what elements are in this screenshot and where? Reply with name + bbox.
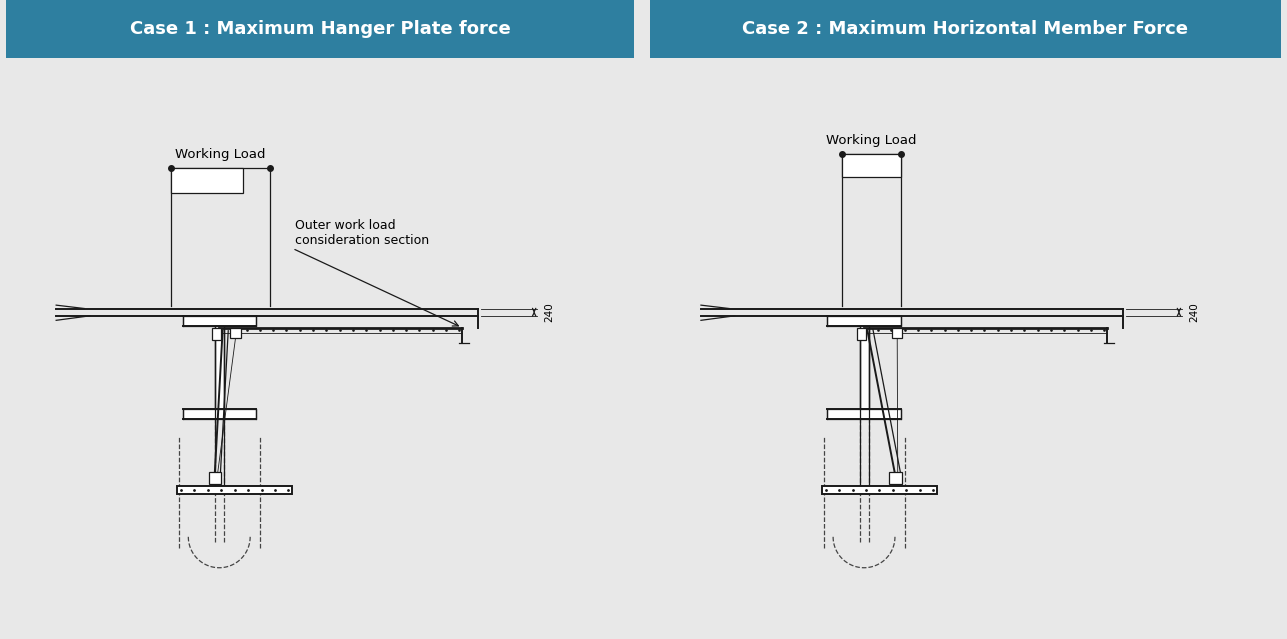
Bar	[860, 326, 869, 408]
Text: Concrete: Concrete	[178, 174, 237, 187]
Bar	[828, 316, 901, 326]
Bar	[892, 328, 902, 338]
Bar	[183, 316, 256, 326]
Text: 240: 240	[1189, 302, 1199, 322]
Bar	[171, 168, 243, 193]
Bar	[828, 408, 901, 419]
Bar	[857, 328, 866, 340]
Text: Working Load: Working Load	[826, 134, 916, 147]
Bar	[230, 328, 241, 338]
Bar	[208, 472, 221, 484]
Bar	[889, 472, 902, 484]
Bar	[822, 486, 937, 493]
Bar	[215, 326, 224, 408]
Bar	[212, 328, 221, 340]
Text: Working Load: Working Load	[175, 148, 266, 161]
Text: Outer work load
consideration section: Outer work load consideration section	[295, 219, 430, 247]
Text: Case 2 : Maximum Horizontal Member Force: Case 2 : Maximum Horizontal Member Force	[743, 20, 1188, 38]
Bar	[178, 486, 292, 493]
Bar	[183, 408, 256, 419]
Text: 240: 240	[544, 302, 555, 322]
Text: Concrete: Concrete	[840, 159, 901, 172]
Bar	[842, 154, 901, 178]
Text: Case 1 : Maximum Hanger Plate force: Case 1 : Maximum Hanger Plate force	[130, 20, 511, 38]
